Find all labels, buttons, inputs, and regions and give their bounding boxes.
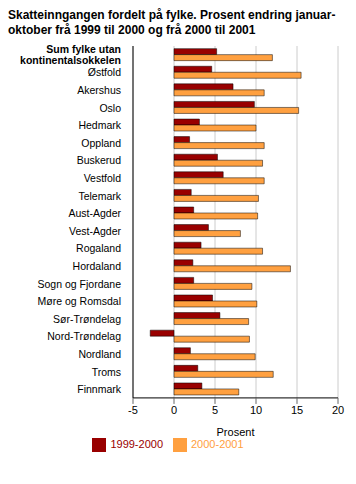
svg-text:5: 5 xyxy=(212,404,218,416)
svg-text:Prosent: Prosent xyxy=(217,426,255,438)
svg-text:0: 0 xyxy=(171,404,177,416)
svg-text:Troms: Troms xyxy=(92,366,121,378)
svg-text:Sør-Trøndelag: Sør-Trøndelag xyxy=(53,313,121,325)
svg-text:Buskerud: Buskerud xyxy=(77,154,122,166)
svg-text:Oslo: Oslo xyxy=(99,102,121,114)
svg-text:Sogn og Fjordane: Sogn og Fjordane xyxy=(38,278,122,290)
svg-text:20: 20 xyxy=(332,404,344,416)
svg-text:10: 10 xyxy=(250,404,262,416)
svg-text:Aust-Agder: Aust-Agder xyxy=(68,207,121,219)
html-text:1999-2000: 1999-2000 xyxy=(110,437,163,450)
svg-text:Rogaland: Rogaland xyxy=(76,242,121,254)
svg-text:Sum fylke utankontinentalsokke: Sum fylke utankontinentalsokkelen xyxy=(20,43,121,66)
svg-text:Hordaland: Hordaland xyxy=(73,260,122,272)
svg-text:Vest-Agder: Vest-Agder xyxy=(69,225,121,237)
svg-text:-5: -5 xyxy=(128,404,138,416)
svg-text:Møre og Romsdal: Møre og Romsdal xyxy=(38,295,121,307)
svg-text:Finnmark: Finnmark xyxy=(77,383,122,395)
svg-text:Østfold: Østfold xyxy=(88,66,121,78)
svg-text:Hedmark: Hedmark xyxy=(78,119,121,131)
svg-text:Oppland: Oppland xyxy=(81,137,121,149)
svg-text:Akershus: Akershus xyxy=(77,84,121,96)
svg-text:Nordland: Nordland xyxy=(78,348,121,360)
svg-text:15: 15 xyxy=(291,404,303,416)
svg-text:Vestfold: Vestfold xyxy=(84,172,122,184)
svg-text:Nord-Trøndelag: Nord-Trøndelag xyxy=(47,330,121,342)
html-text:2000-2001: 2000-2001 xyxy=(191,437,244,450)
svg-text:Telemark: Telemark xyxy=(78,190,121,202)
html-text:Skatteinngangen fordelt på fyl: Skatteinngangen fordelt på fylke. Prosen… xyxy=(8,8,336,37)
